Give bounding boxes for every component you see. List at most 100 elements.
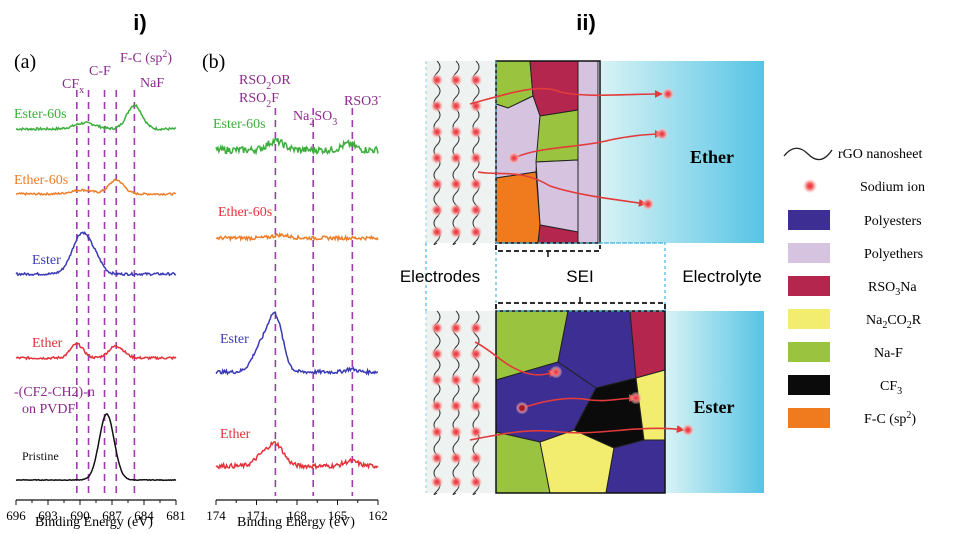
legend-label: CF3 [880,379,902,397]
electrode-sodium-ions [431,74,482,488]
sodium-ion [470,178,482,190]
reference-lines-b [274,108,354,496]
sodium-ion [431,178,443,190]
sodium-ion [642,198,654,210]
sodium-ion [470,426,482,438]
legend-item-rso3na: RSO3Na [788,276,917,298]
sodium-ion [431,348,443,360]
series-line-ether [215,440,379,470]
x-tick-label: 693 [38,508,58,523]
x-axis-title-a: Binding Energy (eV) [35,515,153,530]
sodium-ion [450,476,462,488]
sei-tile-polyethers [495,95,541,179]
sei-tile-naf [535,109,579,163]
ion-path [474,341,557,378]
sodium-ion [431,126,443,138]
legend-swatch [788,342,830,362]
ion-paths-top [469,87,663,207]
rgo-wave-icon [783,147,833,161]
label-electrolyte: Electrolyte [682,267,761,286]
legend-item-sodium-ion: Sodium ion [803,179,925,195]
label-ether: Ether [690,147,734,167]
sodium-ion [470,476,482,488]
x-tick-label: 171 [247,508,267,523]
migrating-sodium-ions [508,88,694,436]
peak-label-na2so3: Na2SO3 [293,109,337,128]
peak-label-naf: NaF [140,76,164,91]
sodium-ion [470,452,482,464]
series-label-ester-b: Ester [220,332,249,347]
peak-label-rso2f: RSO2F [239,91,279,110]
peak-label-c-f: C-F [89,64,111,79]
sodium-ion-icon [803,179,817,193]
sodium-ion [682,424,694,436]
legend-item-fc-sp2: F-C (sp2) [788,408,916,428]
peak-label-cfx: CFx [62,77,84,96]
series-label-ether-b: Ether [220,427,251,442]
legend-item-rgo: rGO nanosheet [783,147,922,162]
sodium-ion [508,152,520,164]
sodium-ion [450,322,462,334]
subplot-label-b: (b) [202,51,225,73]
sodium-ion [450,226,462,238]
panel-label-i: i) [133,10,146,35]
legend-item-polyesters: Polyesters [788,210,922,230]
sodium-ion [431,374,443,386]
pvdf-annotation-line1: -(CF2-CH2)-n [14,385,95,400]
series-line-pristine [15,413,177,482]
pvdf-annotation-line2: on PVDF [22,402,76,417]
sei-tile-polyethers [535,159,579,233]
electrolyte-bottom [665,311,764,493]
sei-tile-rso3na [629,310,666,379]
sodium-ion [450,152,462,164]
x-axis-b: 174 171 168 165 162 [206,499,388,523]
x-axis-a: 696 693 690 687 684 681 [6,499,186,523]
series-label-ester-60s: Ester-60s [14,107,67,122]
x-tick-label: 696 [6,508,26,523]
electrolyte-top [600,61,764,243]
legend-item-polyethers: Polyethers [788,243,923,263]
series-label-ether: Ether [32,336,63,351]
sodium-ion [470,204,482,216]
label-ester: Ester [694,397,735,417]
legend-swatch [788,309,830,329]
sodium-ion [450,452,462,464]
sei-top-ether [495,60,601,244]
x-tick-label: 162 [368,508,388,523]
series-line-ether-60s [215,231,379,243]
series-line-ester [15,231,177,277]
sei-tile-fc [495,171,541,244]
sei-tile-polyethers [577,60,599,244]
schematic-legend: rGO nanosheet Sodium ion Polyesters Poly… [783,147,925,428]
sodium-ion [470,374,482,386]
sodium-ion [450,348,462,360]
sodium-ion [470,348,482,360]
sodium-ion [656,128,668,140]
sei-bracket-top [495,245,601,252]
sodium-ion [470,74,482,86]
series-label-ether-60s-b: Ether-60s [218,205,272,220]
reference-lines-a [76,90,136,496]
series-group-b [215,137,379,470]
sodium-ion [450,204,462,216]
sodium-ion-core [519,405,525,411]
sodium-ion [431,426,443,438]
peak-label-rso2or: RSO2OR [239,73,291,92]
series-labels-b: Ester-60s Ether-60s Ester Ether [213,117,272,442]
sodium-ion [470,152,482,164]
sodium-ion [450,126,462,138]
legend-label: Na-F [874,346,903,361]
sodium-ion [431,226,443,238]
legend-label: RSO3Na [868,280,917,298]
legend-label: F-C (sp2) [864,410,916,427]
sodium-ion [470,126,482,138]
legend-item-naf: Na-F [788,342,903,362]
series-label-ester-60s-b: Ester-60s [213,117,266,132]
series-label-ester: Ester [32,253,61,268]
legend-swatch [788,276,830,296]
legend-label: Polyesters [864,214,922,229]
sodium-ion [470,322,482,334]
ion-path [521,394,637,409]
sodium-ion [450,374,462,386]
